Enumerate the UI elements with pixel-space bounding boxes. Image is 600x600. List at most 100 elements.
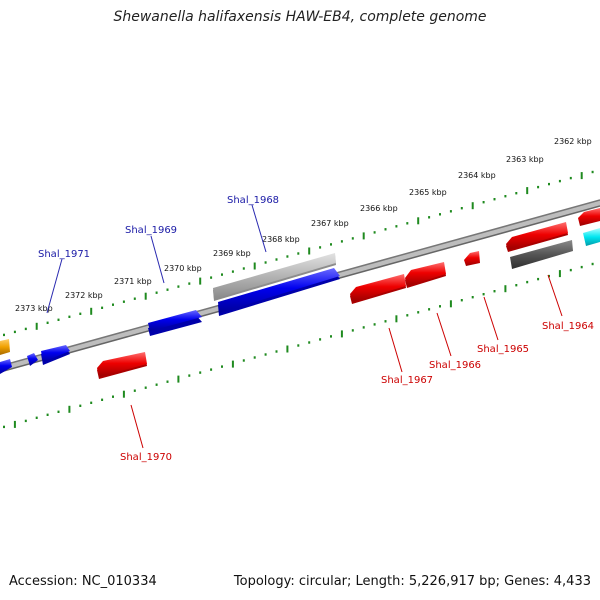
kbp-label: 2365 kbp [409, 188, 447, 197]
minor-tick [101, 398, 104, 401]
major-tick [199, 277, 202, 285]
minor-tick [515, 192, 518, 195]
major-tick [308, 247, 311, 255]
minor-tick [591, 170, 594, 174]
kbp-label: 2373 kbp [15, 304, 53, 313]
gene-label-shal-1971: Shal_1971 [38, 249, 90, 260]
major-tick [471, 202, 474, 210]
major-tick [68, 405, 71, 413]
minor-tick [471, 296, 474, 299]
gene-arrow-shal-1971[interactable] [41, 345, 70, 365]
minor-tick [537, 277, 540, 281]
gene-features-minus [97, 208, 600, 379]
kbp-label: 2362 kbp [554, 137, 592, 146]
minor-tick [330, 335, 332, 338]
gene-arrow-shal-1966[interactable] [405, 262, 446, 288]
minor-tick [188, 374, 191, 377]
gene-label-shal-1969: Shal_1969 [125, 225, 177, 236]
gene-labels: Shal_1971 Shal_1969 Shal_1968 Shal_1970 … [38, 195, 594, 463]
minor-tick [569, 176, 572, 180]
major-tick [340, 330, 343, 338]
major-tick [231, 360, 234, 368]
major-tick [558, 270, 561, 278]
minor-tick [330, 243, 332, 246]
gene-arrow-blue-edge[interactable] [0, 359, 12, 374]
minor-tick [35, 416, 38, 419]
gene-label-shal-1968: Shal_1968 [227, 195, 279, 206]
gene-label-shal-1967: Shal_1967 [381, 375, 433, 386]
major-tick [144, 292, 147, 300]
minor-tick [112, 303, 114, 306]
minor-tick [46, 321, 49, 324]
minor-tick [558, 179, 561, 183]
gene-bar-dark-grey[interactable] [510, 240, 573, 269]
gene-arrow-blue-small[interactable] [27, 353, 38, 366]
minor-tick [417, 311, 420, 314]
minor-tick [166, 288, 169, 291]
major-tick [580, 172, 583, 180]
major-tick [13, 420, 16, 428]
minor-tick [264, 261, 267, 264]
gene-arrow-shal-1964[interactable] [506, 222, 568, 252]
minor-tick [580, 265, 583, 269]
kbp-label: 2368 kbp [262, 235, 300, 244]
gene-arrow-shal-1969[interactable] [148, 310, 202, 336]
gene-arrow-red-edge[interactable] [578, 208, 600, 226]
minor-tick [155, 291, 158, 294]
minor-tick [3, 333, 5, 337]
kbp-label: 2367 kbp [311, 219, 349, 228]
minor-tick [362, 326, 365, 329]
minor-tick [460, 207, 463, 210]
minor-tick [482, 201, 485, 204]
major-tick [504, 285, 507, 293]
minor-tick [210, 368, 213, 371]
gene-label-shal-1965: Shal_1965 [477, 344, 529, 355]
genome-info-label: Topology: circular; Length: 5,226,917 bp… [233, 574, 591, 589]
minor-tick [548, 182, 550, 186]
major-tick [35, 322, 38, 330]
minor-tick [275, 258, 278, 261]
minor-tick [101, 306, 104, 309]
minor-tick [373, 231, 376, 234]
minor-tick [253, 356, 256, 359]
gene-arrow-shal-1967[interactable] [350, 274, 406, 304]
gene-label-shal-1970: Shal_1970 [120, 452, 172, 463]
minor-tick [112, 395, 114, 398]
major-tick [362, 232, 365, 240]
minor-tick [264, 353, 267, 356]
minor-tick [569, 268, 572, 272]
kbp-label: 2366 kbp [360, 204, 398, 213]
gene-bar-orange[interactable] [0, 339, 10, 355]
minor-tick [166, 380, 169, 383]
minor-tick [297, 252, 300, 255]
kbp-label: 2371 kbp [114, 277, 152, 286]
minor-tick [384, 320, 387, 323]
minor-tick [340, 240, 343, 243]
minor-tick [133, 389, 136, 392]
major-tick [417, 217, 420, 225]
minor-tick [395, 225, 398, 228]
minor-tick [79, 312, 82, 315]
gene-arrow-shal-1970[interactable] [97, 352, 147, 379]
minor-tick [449, 210, 452, 213]
minor-tick [515, 284, 518, 287]
minor-tick [406, 314, 409, 317]
minor-tick [406, 222, 409, 225]
gene-bar-cyan[interactable] [583, 228, 600, 246]
minor-tick [351, 329, 354, 332]
kbp-label: 2370 kbp [164, 264, 202, 273]
minor-tick [46, 413, 49, 416]
minor-tick [221, 365, 223, 368]
major-tick [449, 300, 452, 308]
minor-tick [460, 299, 463, 302]
minor-tick [493, 198, 496, 201]
gene-bar-grey[interactable] [213, 253, 336, 301]
minor-tick [79, 404, 82, 407]
gene-arrow-shal-1965[interactable] [464, 251, 480, 266]
minor-tick [286, 255, 289, 258]
accession-label: Accession: NC_010334 [9, 574, 157, 589]
major-tick [90, 307, 93, 315]
gene-arrow-shal-1968[interactable] [218, 268, 340, 316]
minor-tick [24, 419, 27, 423]
